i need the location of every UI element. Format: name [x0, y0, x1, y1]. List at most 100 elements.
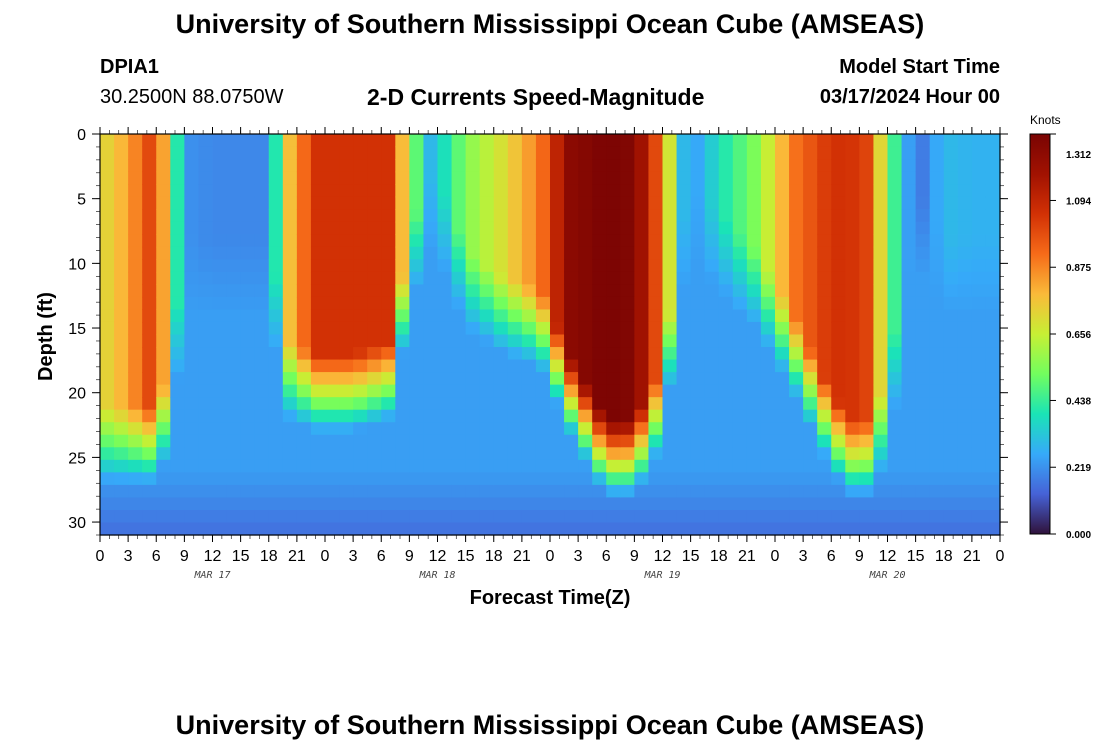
heatmap-cell: [859, 234, 875, 248]
heatmap-cell: [606, 409, 621, 423]
heatmap-cell: [339, 271, 354, 285]
heatmap-cell: [184, 384, 200, 398]
heatmap-cell: [943, 409, 959, 423]
heatmap-cell: [535, 384, 551, 398]
heatmap-cell: [254, 146, 270, 160]
heatmap-cell: [929, 309, 945, 323]
heatmap-cell: [423, 134, 439, 148]
heatmap-cell: [451, 334, 467, 348]
heatmap-cell: [100, 522, 115, 536]
x-tick-label: 0: [771, 548, 780, 565]
heatmap-cell: [564, 196, 579, 210]
x-tick-label: 18: [710, 548, 728, 565]
heatmap-cell: [423, 384, 439, 398]
heatmap-cell: [451, 234, 467, 248]
heatmap-cell: [226, 184, 242, 198]
heatmap-cell: [353, 171, 368, 185]
heatmap-cell: [929, 296, 945, 311]
heatmap-cell: [395, 284, 410, 298]
heatmap-cell: [592, 484, 607, 499]
heatmap-cell: [901, 296, 917, 311]
heatmap-cell: [592, 321, 607, 336]
heatmap-cell: [929, 321, 945, 336]
heatmap-cell: [170, 209, 185, 223]
heatmap-cell: [451, 434, 467, 448]
heatmap-cell: [760, 134, 776, 148]
heatmap-cell: [142, 459, 157, 473]
heatmap-cell: [451, 497, 467, 511]
heatmap-cell: [690, 296, 706, 311]
heatmap-cell: [634, 234, 650, 248]
heatmap-cell: [212, 296, 228, 311]
heatmap-cell: [943, 372, 959, 386]
colorbar-tick-label: 0.875: [1066, 263, 1091, 274]
heatmap-cell: [395, 221, 410, 235]
heatmap-cell: [114, 321, 129, 336]
heatmap-cell: [901, 184, 917, 198]
heatmap-cell: [282, 472, 298, 486]
heatmap-cell: [859, 146, 875, 160]
heatmap-cell: [310, 259, 326, 273]
heatmap-cell: [409, 422, 425, 436]
heatmap-cell: [184, 196, 200, 210]
heatmap-cell: [353, 509, 368, 524]
heatmap-cell: [212, 334, 228, 348]
heatmap-cell: [268, 397, 284, 411]
heatmap-cell: [578, 321, 593, 336]
heatmap-cell: [493, 246, 509, 260]
heatmap-cell: [409, 459, 425, 473]
heatmap-cell: [662, 509, 678, 524]
heatmap-cell: [803, 284, 818, 298]
heatmap-cell: [564, 459, 579, 473]
heatmap-cell: [240, 221, 256, 235]
heatmap-cell: [971, 234, 987, 248]
heatmap-cell: [114, 434, 129, 448]
heatmap-cell: [732, 184, 748, 198]
heatmap-cell: [817, 284, 832, 298]
heatmap-cell: [775, 409, 790, 423]
heatmap-cell: [929, 409, 945, 423]
heatmap-cell: [943, 209, 959, 223]
heatmap-cell: [704, 447, 720, 461]
heatmap-cell: [437, 447, 453, 461]
heatmap-cell: [887, 359, 903, 373]
heatmap-cell: [142, 434, 157, 448]
heatmap-cell: [775, 484, 790, 499]
heatmap-cell: [437, 397, 453, 411]
heatmap-cell: [451, 209, 467, 223]
heatmap-cell: [493, 409, 509, 423]
heatmap-cell: [845, 234, 860, 248]
heatmap-cell: [451, 447, 467, 461]
heatmap-cell: [479, 284, 495, 298]
heatmap-cell: [887, 246, 903, 260]
heatmap-cell: [493, 284, 509, 298]
heatmap-cell: [423, 397, 439, 411]
heatmap-cell: [409, 522, 425, 536]
heatmap-cell: [831, 234, 846, 248]
heatmap-cell: [718, 522, 734, 536]
heatmap-cell: [606, 397, 621, 411]
heatmap-cell: [901, 422, 917, 436]
heatmap-cell: [310, 447, 326, 461]
heatmap-cell: [128, 284, 143, 298]
heatmap-cell: [620, 246, 635, 260]
heatmap-cell: [606, 434, 621, 448]
heatmap-cell: [957, 409, 973, 423]
heatmap-cell: [212, 196, 228, 210]
heatmap-cell: [521, 509, 537, 524]
heatmap-cell: [760, 221, 776, 235]
heatmap-cell: [465, 159, 481, 173]
heatmap-cell: [901, 409, 917, 423]
heatmap-cell: [690, 134, 706, 148]
heatmap-cell: [409, 221, 425, 235]
heatmap-cell: [789, 134, 804, 148]
heatmap-cell: [114, 259, 129, 273]
heatmap-cell: [381, 246, 396, 260]
heatmap-cell: [676, 171, 692, 185]
heatmap-cell: [845, 296, 860, 311]
heatmap-cell: [957, 159, 973, 173]
heatmap-cell: [212, 509, 228, 524]
heatmap-cell: [971, 447, 987, 461]
heatmap-cell: [831, 509, 846, 524]
heatmap-cell: [859, 359, 875, 373]
